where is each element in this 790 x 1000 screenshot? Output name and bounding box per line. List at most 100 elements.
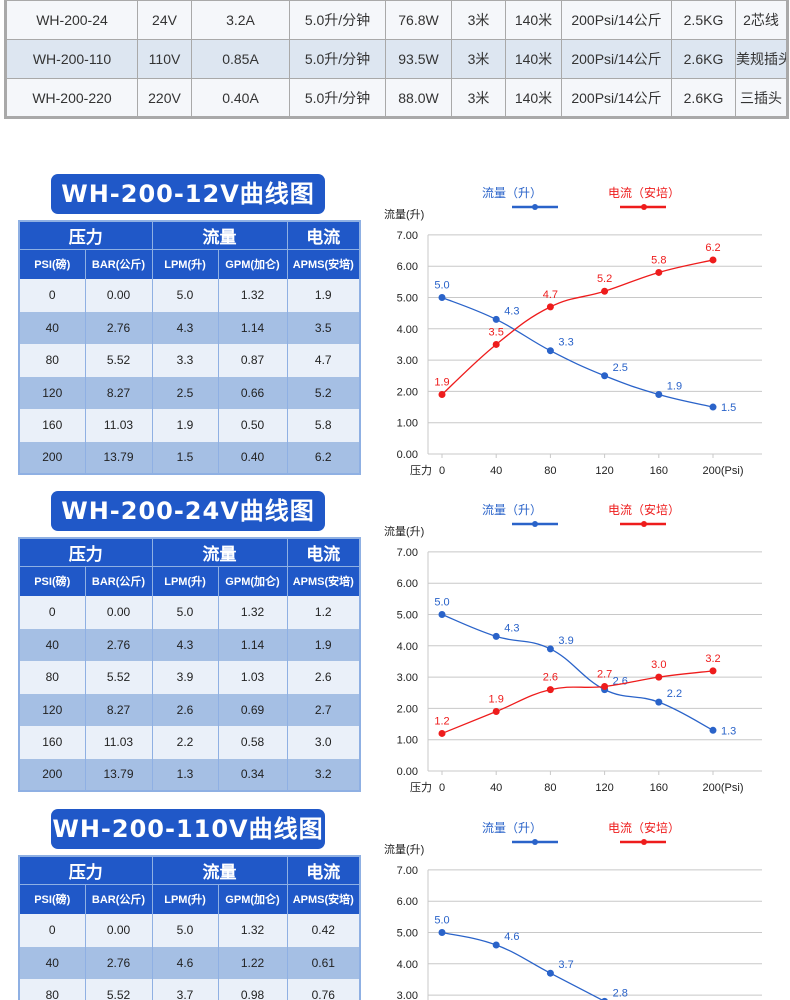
- table-cell: 1.14: [218, 628, 288, 661]
- sub-header: BAR(公斤): [85, 566, 153, 596]
- legend-flow: 流量（升）: [482, 503, 542, 517]
- svg-text:5.8: 5.8: [651, 254, 666, 266]
- table-cell: 0.98: [218, 979, 288, 1000]
- table-cell: 4.7: [287, 344, 360, 377]
- table-cell: 1.03: [218, 661, 288, 694]
- svg-text:160: 160: [650, 782, 668, 794]
- section-title: WH-200-12V曲线图: [51, 174, 325, 214]
- table-cell: 6.2: [287, 441, 360, 474]
- table-cell: 11.03: [85, 726, 153, 759]
- sub-header: LPM(升): [152, 884, 219, 914]
- svg-text:1.5: 1.5: [721, 402, 736, 414]
- svg-text:2.5: 2.5: [613, 362, 628, 374]
- table-row: 200 13.79 1.5 0.40 6.2: [19, 441, 360, 474]
- spec-cell: 140米: [505, 39, 562, 79]
- table-cell: 0.76: [287, 979, 360, 1000]
- svg-text:2.6: 2.6: [613, 676, 628, 688]
- table-cell: 80: [19, 344, 86, 377]
- table-row: 40 2.76 4.3 1.14 1.9: [19, 628, 360, 661]
- svg-text:流量(升): 流量(升): [384, 842, 424, 856]
- svg-text:6.00: 6.00: [397, 578, 418, 590]
- svg-text:7.00: 7.00: [397, 547, 418, 559]
- sub-header: APMS(安培): [287, 249, 360, 279]
- legend-flow: 流量（升）: [482, 186, 542, 200]
- svg-text:200(Psi): 200(Psi): [703, 465, 744, 477]
- svg-text:0.00: 0.00: [397, 766, 418, 778]
- svg-text:40: 40: [490, 782, 502, 794]
- legend-current: 电流（安培）: [608, 502, 680, 517]
- spec-cell: 2.6KG: [671, 39, 736, 79]
- table-cell: 80: [19, 979, 86, 1000]
- table-cell: 160: [19, 409, 86, 442]
- spec-cell: 2.5KG: [671, 0, 736, 40]
- table-cell: 5.52: [85, 344, 153, 377]
- table-cell: 40: [19, 311, 86, 344]
- spec-cell: 5.0升/分钟: [289, 78, 386, 118]
- data-table-12v: 压力 流量 电流 PSI(磅) BAR(公斤) LPM(升) GPM(加仑) APMS(安培)…: [18, 220, 361, 475]
- svg-text:流量(升): 流量(升): [384, 524, 424, 538]
- table-cell: 3.5: [287, 311, 360, 344]
- table-cell: 4.3: [152, 311, 219, 344]
- spec-cell: 140米: [505, 78, 562, 118]
- table-cell: 0.61: [287, 946, 360, 979]
- spec-cell: 93.5W: [385, 39, 452, 79]
- header-current: 电流: [287, 856, 360, 885]
- legend-current: 电流（安培）: [608, 185, 680, 200]
- svg-text:7.00: 7.00: [397, 865, 418, 877]
- svg-text:120: 120: [595, 782, 613, 794]
- table-cell: 0.66: [218, 376, 288, 409]
- table-row: 40 2.76 4.3 1.14 3.5: [19, 311, 360, 344]
- svg-text:3.5: 3.5: [489, 326, 504, 338]
- svg-text:1.9: 1.9: [434, 377, 449, 389]
- spec-cell: 220V: [137, 78, 192, 118]
- svg-text:200(Psi): 200(Psi): [703, 782, 744, 794]
- spec-cell: 2芯线: [735, 0, 788, 40]
- table-cell: 4.6: [152, 946, 219, 979]
- svg-text:2.7: 2.7: [597, 668, 612, 680]
- spec-cell: 110V: [137, 39, 192, 79]
- svg-text:6.00: 6.00: [397, 896, 418, 908]
- svg-text:5.00: 5.00: [397, 293, 418, 305]
- table-row: 40 2.76 4.6 1.22 0.61: [19, 946, 360, 979]
- sub-header: PSI(磅): [19, 249, 86, 279]
- table-row: 0 0.00 5.0 1.32 0.42: [19, 914, 360, 947]
- table-cell: 0.69: [218, 693, 288, 726]
- spec-row: WH-200-220 220V 0.40A 5.0升/分钟 88.0W 3米 140米 200…: [5, 78, 788, 118]
- table-cell: 0.87: [218, 344, 288, 377]
- table-cell: 0.00: [85, 279, 153, 312]
- table-cell: 120: [19, 693, 86, 726]
- table-cell: 2.2: [152, 726, 219, 759]
- section-title: WH-200-110V曲线图: [51, 809, 325, 849]
- table-cell: 1.2: [287, 596, 360, 629]
- table-cell: 1.3: [152, 758, 219, 791]
- svg-text:5.0: 5.0: [434, 915, 449, 927]
- spec-cell: 美规插头: [735, 39, 788, 79]
- table-cell: 13.79: [85, 441, 153, 474]
- svg-text:4.00: 4.00: [397, 959, 418, 971]
- table-cell: 1.9: [287, 628, 360, 661]
- table-cell: 2.7: [287, 693, 360, 726]
- svg-text:1.9: 1.9: [667, 381, 682, 393]
- svg-text:0: 0: [439, 782, 445, 794]
- sub-header: GPM(加仑): [218, 566, 288, 596]
- table-cell: 0.00: [85, 596, 153, 629]
- header-pressure: 压力: [19, 221, 153, 250]
- svg-text:0: 0: [439, 465, 445, 477]
- chart-12v: 流量（升） 电流（安培） 流量(升) 0.00 1.00 2.00 3.00 4.00 5.00…: [380, 180, 780, 480]
- section-title: WH-200-24V曲线图: [51, 491, 325, 531]
- table-cell: 3.2: [287, 758, 360, 791]
- table-cell: 1.32: [218, 279, 288, 312]
- sub-header: PSI(磅): [19, 566, 86, 596]
- svg-text:压力: 压力: [410, 781, 432, 794]
- spec-cell: 2.6KG: [671, 78, 736, 118]
- svg-text:160: 160: [650, 465, 668, 477]
- svg-text:2.8: 2.8: [613, 987, 628, 999]
- table-row: 120 8.27 2.5 0.66 5.2: [19, 376, 360, 409]
- table-cell: 5.52: [85, 979, 153, 1000]
- sub-header: LPM(升): [152, 566, 219, 596]
- svg-text:6.2: 6.2: [705, 242, 720, 254]
- spec-table-container: WH-200-24 24V 3.2A 5.0升/分钟 76.8W 3米 140米 200Psi…: [4, 0, 789, 119]
- table-cell: 3.7: [152, 979, 219, 1000]
- table-cell: 5.0: [152, 914, 219, 947]
- header-flow: 流量: [152, 538, 288, 567]
